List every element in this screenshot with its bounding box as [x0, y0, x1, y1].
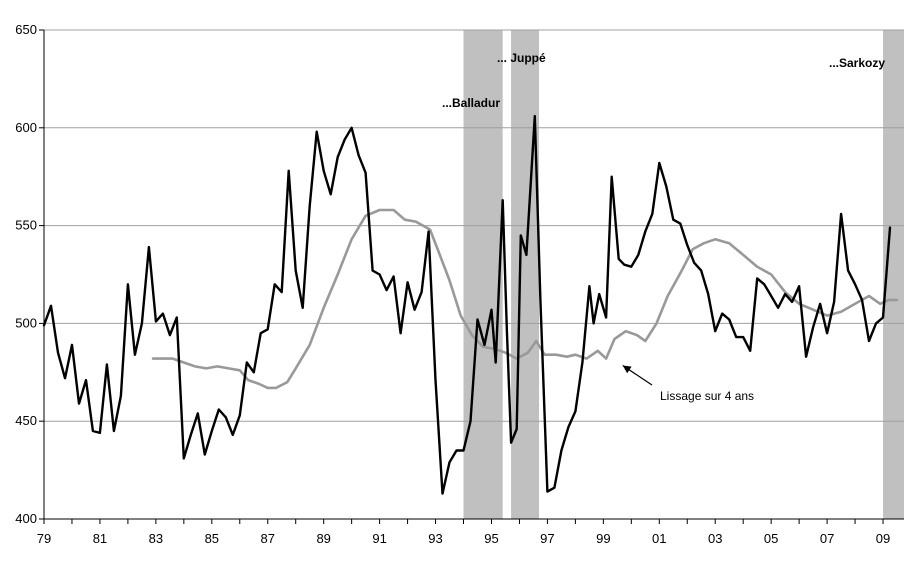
x-tick-label-03: 03: [708, 531, 722, 546]
series-lines: [42, 114, 899, 495]
smoothed-series-line: [151, 208, 899, 390]
x-tick-label-89: 89: [316, 531, 330, 546]
x-tick-label-79: 79: [37, 531, 51, 546]
callout-label-0: Lissage sur 4 ans: [660, 389, 754, 403]
x-tick-label-01: 01: [652, 531, 666, 546]
y-tick-label-450: 450: [15, 413, 37, 428]
x-tick-label-95: 95: [484, 531, 498, 546]
x-tick-label-85: 85: [205, 531, 219, 546]
shaded-period-1: [511, 30, 540, 519]
tick-labels: 400 450 500 550 600 650 79 81 83 85 87 89 91 93 95 97 99…: [15, 22, 890, 546]
x-tick-label-07: 07: [820, 531, 834, 546]
x-tick-label-87: 87: [261, 531, 275, 546]
y-tick-label-600: 600: [15, 120, 37, 135]
shaded-periods: [463, 30, 904, 519]
x-tick-label-99: 99: [596, 531, 610, 546]
y-tick-label-500: 500: [15, 315, 37, 330]
y-tick-label-650: 650: [15, 22, 37, 37]
x-tick-label-05: 05: [764, 531, 778, 546]
x-tick-label-81: 81: [93, 531, 107, 546]
main-series-line: [42, 114, 892, 495]
x-tick-label-83: 83: [149, 531, 163, 546]
period-label-2: ...Sarkozy: [829, 56, 885, 70]
y-tick-label-550: 550: [15, 218, 37, 233]
axes: [39, 29, 904, 524]
annotations: ...Balladur ... Juppé ...Sarkozy Lissage su…: [442, 51, 885, 403]
callout-arrowhead-0: [622, 365, 632, 374]
y-tick-label-400: 400: [15, 511, 37, 526]
x-tick-label-91: 91: [372, 531, 386, 546]
x-tick-label-97: 97: [540, 531, 554, 546]
x-tick-label-93: 93: [428, 531, 442, 546]
shaded-period-0: [463, 30, 503, 519]
period-label-0: ...Balladur: [442, 96, 500, 110]
x-tick-label-09: 09: [876, 531, 890, 546]
shaded-period-2: [883, 30, 904, 519]
gridlines: [44, 29, 904, 422]
period-label-1: ... Juppé: [497, 51, 546, 65]
